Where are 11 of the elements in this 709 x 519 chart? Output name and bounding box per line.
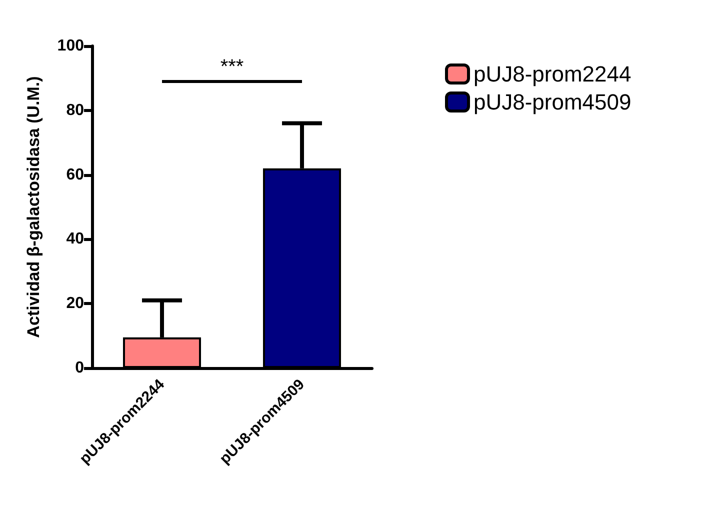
legend-label: pUJ8-prom2244	[474, 62, 632, 86]
y-tick-label: 40	[66, 230, 84, 248]
y-tick-label: 100	[57, 38, 84, 54]
legend-label: pUJ8-prom4509	[474, 90, 632, 114]
y-tick-label: 60	[66, 166, 84, 184]
y-tick-label: 80	[66, 102, 84, 119]
y-tick-label: 0	[75, 360, 84, 376]
annotation: ***	[219, 56, 245, 78]
y-axis-title: Actividad β-galactosidasa (U.M.)	[24, 76, 43, 338]
significance-bracket: ***	[162, 56, 302, 83]
y-tick-label: 20	[66, 295, 84, 312]
